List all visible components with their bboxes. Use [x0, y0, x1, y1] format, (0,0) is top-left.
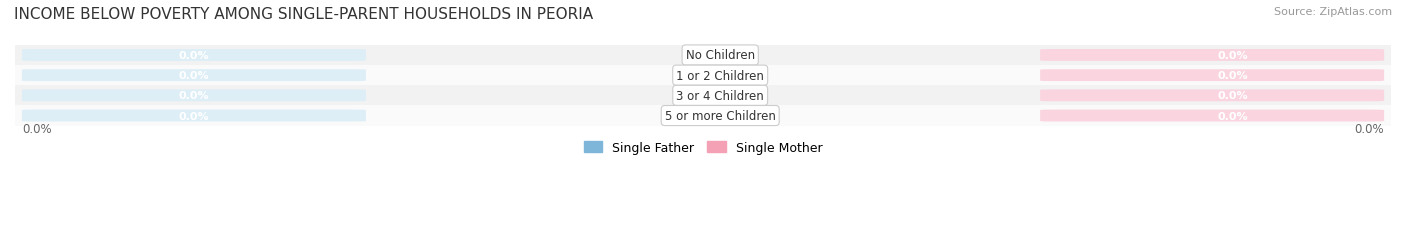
Text: 0.0%: 0.0%: [179, 71, 209, 81]
Text: INCOME BELOW POVERTY AMONG SINGLE-PARENT HOUSEHOLDS IN PEORIA: INCOME BELOW POVERTY AMONG SINGLE-PARENT…: [14, 7, 593, 22]
FancyBboxPatch shape: [1040, 70, 1384, 82]
Text: 0.0%: 0.0%: [179, 51, 209, 61]
Bar: [15, 46, 1391, 66]
Text: Source: ZipAtlas.com: Source: ZipAtlas.com: [1274, 7, 1392, 17]
Text: 0.0%: 0.0%: [1218, 111, 1249, 121]
Text: 0.0%: 0.0%: [179, 111, 209, 121]
FancyBboxPatch shape: [1040, 50, 1384, 62]
FancyBboxPatch shape: [1040, 90, 1384, 102]
Text: No Children: No Children: [686, 49, 755, 62]
Text: 1 or 2 Children: 1 or 2 Children: [676, 69, 763, 82]
Text: 3 or 4 Children: 3 or 4 Children: [676, 89, 763, 102]
FancyBboxPatch shape: [22, 50, 366, 62]
Text: 5 or more Children: 5 or more Children: [665, 109, 776, 122]
Text: 0.0%: 0.0%: [1218, 71, 1249, 81]
Text: 0.0%: 0.0%: [179, 91, 209, 101]
Bar: [15, 86, 1391, 106]
FancyBboxPatch shape: [22, 110, 366, 122]
FancyBboxPatch shape: [1040, 110, 1384, 122]
Text: 0.0%: 0.0%: [1354, 122, 1384, 135]
Text: 0.0%: 0.0%: [1218, 51, 1249, 61]
FancyBboxPatch shape: [22, 70, 366, 82]
Text: 0.0%: 0.0%: [22, 122, 52, 135]
Bar: [15, 66, 1391, 86]
Text: 0.0%: 0.0%: [1218, 91, 1249, 101]
Bar: [15, 106, 1391, 126]
Legend: Single Father, Single Mother: Single Father, Single Mother: [579, 136, 827, 159]
FancyBboxPatch shape: [22, 90, 366, 102]
